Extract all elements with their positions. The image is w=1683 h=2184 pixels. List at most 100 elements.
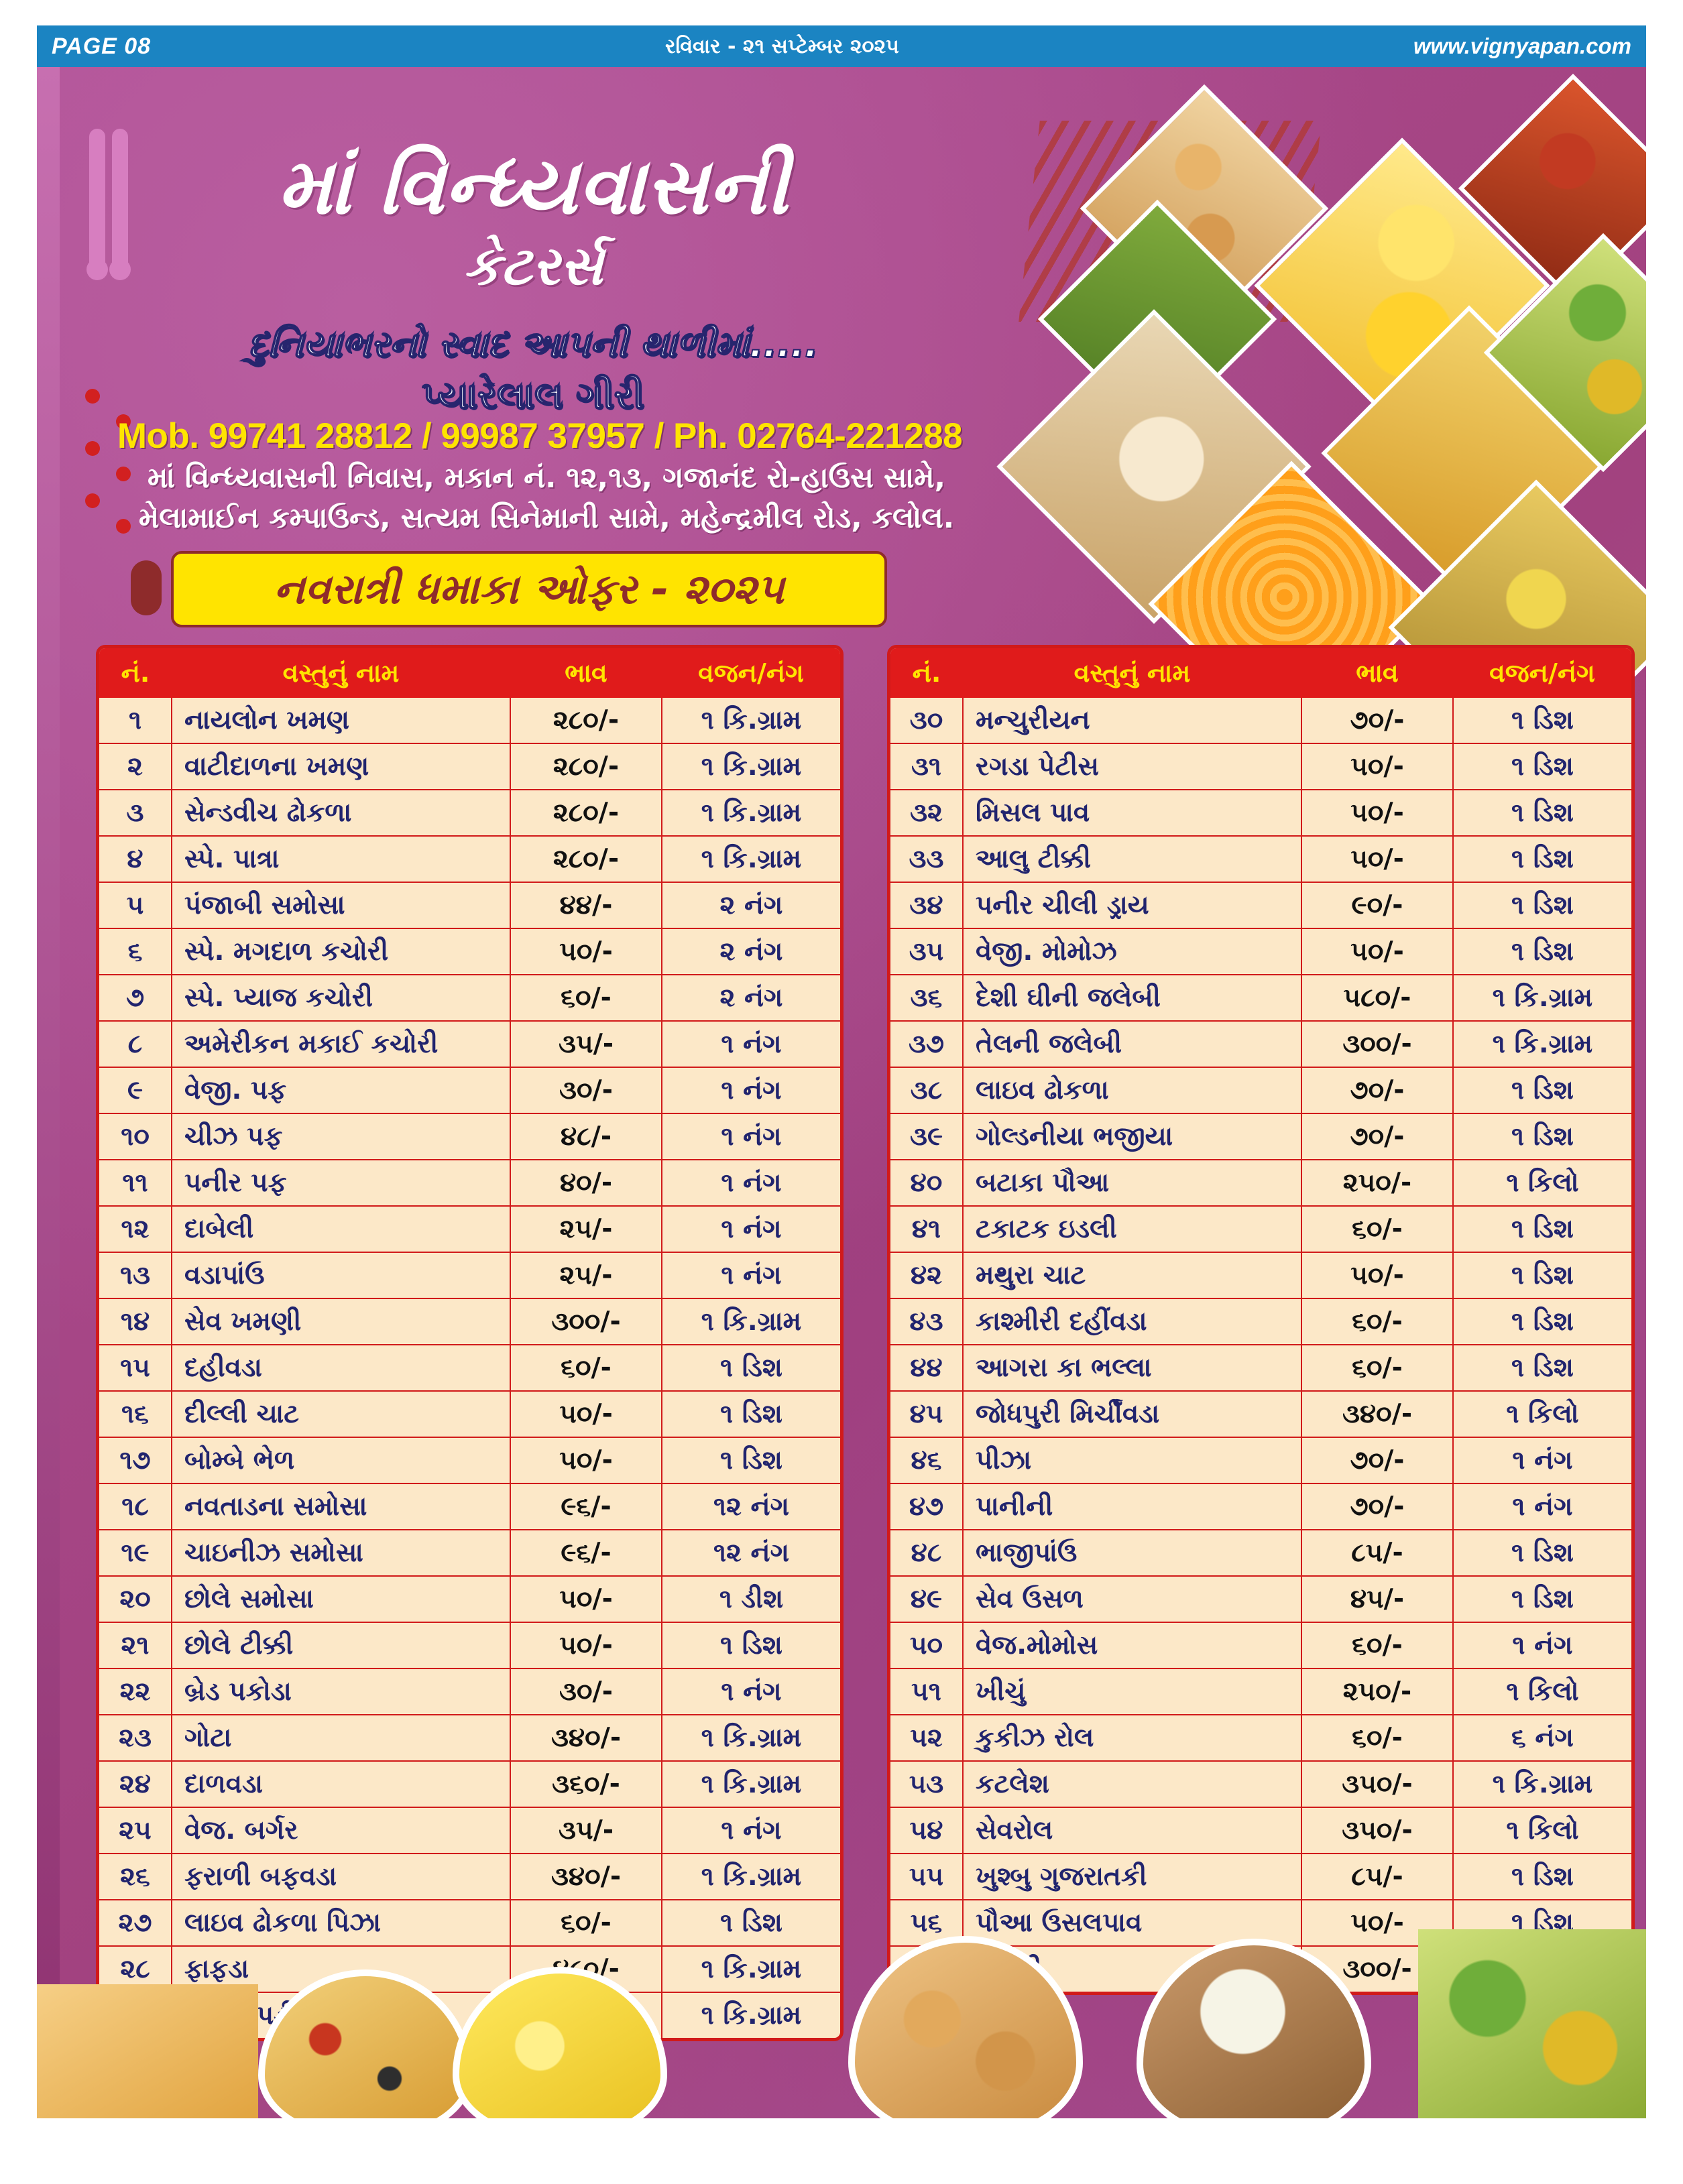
item-unit: ૧ નંગ [662,1159,840,1206]
table-row: ૪૨ મથુરા ચાટ ૫૦/- ૧ ડિશ [890,1252,1631,1298]
item-name: દીલ્લી ચાટ [172,1390,511,1437]
header-price: ભાવ [1301,648,1453,698]
tagline: દુનિયાભરનો સ્વાદ આપની થાળીમાં..... [247,322,819,366]
item-number: ૫૩ [890,1760,964,1807]
item-number: ૩૪ [890,882,964,928]
item-name: બોમ્બે ભેળ [172,1437,511,1483]
item-name: વેજી. મોમોઝ [963,928,1302,975]
table-row: ૨૭ લાઇવ ઢોકળા પિઝા ૬૦/- ૧ ડિશ [99,1899,840,1946]
table-row: ૧ નાયલોન ખમણ ૨૮૦/- ૧ કિ.ગ્રામ [99,698,840,743]
item-number: ૨ [99,743,172,790]
contact-phone-numbers[interactable]: Mob. 99741 28812 / 99987 37957 / Ph. 027… [117,416,963,456]
item-name: કુકીઝ રોલ [963,1714,1302,1761]
item-unit: ૨ નંગ [662,928,840,975]
item-name: છોલે સમોસા [172,1575,511,1622]
table-row: ૫૧ ખીચું ૨૫૦/- ૧ કિલો [890,1668,1631,1715]
item-name: પંજાબી સમોસા [172,882,511,928]
item-unit: ૧ કિ.ગ્રામ [662,1760,840,1807]
item-unit: ૧ ડિશ [1453,743,1631,790]
item-number: ૧૦ [99,1113,172,1160]
item-name: લાઇવ ઢોકળા [963,1067,1302,1113]
item-name: ફરાળી બફવડા [172,1853,511,1900]
table-row: ૪૧ ટકાટક ઇડલી ૬૦/- ૧ ડિશ [890,1205,1631,1252]
item-price: ૩૦૦/- [510,1298,662,1345]
item-unit: ૧ કિ.ગ્રામ [662,1992,840,2038]
item-price: ૨૫/- [510,1205,662,1252]
table-row: ૧૪ સેવ ખમણી ૩૦૦/- ૧ કિ.ગ્રામ [99,1298,840,1345]
item-unit: ૧ કિ.ગ્રામ [662,743,840,790]
item-name: કાશ્મીરી દહીંવડા [963,1298,1302,1345]
item-name: સ્પે. મગદાળ કચોરી [172,928,511,975]
item-number: ૪૨ [890,1252,964,1298]
item-number: ૩૯ [890,1113,964,1160]
item-price: ૫૦/- [1301,743,1454,790]
item-price: ૮૫/- [1301,1529,1454,1576]
item-name: રગડા પેટીસ [963,743,1302,790]
table-row: ૩ સેન્ડવીચ ઢોકળા ૨૮૦/- ૧ કિ.ગ્રામ [99,789,840,836]
item-name: આલુ ટીક્કી [963,835,1302,882]
item-unit: ૨ નંગ [662,882,840,928]
item-price: ૩૫/- [510,1807,662,1854]
table-row: ૩૨ મિસલ પાવ ૫૦/- ૧ ડિશ [890,789,1631,836]
item-price: ૩૪૦/- [1301,1390,1454,1437]
table-header-row: નં. વસ્તુનું નામ ભાવ વજન/નંગ [99,648,840,698]
item-name: ખીચું [963,1668,1302,1715]
item-number: ૪૦ [890,1159,964,1206]
item-price: ૩૪૦/- [510,1714,662,1761]
item-number: ૫૨ [890,1714,964,1761]
item-number: ૨૬ [99,1853,172,1900]
business-name-line2: કેટરર્સ [463,235,603,297]
item-name: વેજી. પફ [172,1067,511,1113]
item-unit: ૧ નંગ [662,1020,840,1067]
item-unit: ૧ ડિશ [1453,1298,1631,1345]
item-number: ૩૫ [890,928,964,975]
item-price: ૫૦/- [510,1575,662,1622]
table-row: ૩૪ પનીર ચીલી ડ્રાય ૯૦/- ૧ ડિશ [890,882,1631,928]
item-number: ૨૫ [99,1807,172,1854]
website-url[interactable]: www.vignyapan.com [1413,34,1631,58]
table-row: ૧૩ વડાપાંઉ ૨૫/- ૧ નંગ [99,1252,840,1298]
item-name: સેવરોલ [963,1807,1302,1854]
table-row: ૩૧ રગડા પેટીસ ૫૦/- ૧ ડિશ [890,743,1631,790]
item-price: ૬૦/- [1301,1205,1454,1252]
table-row: ૫૦ વેજ.મોમોસ ૬૦/- ૧ નંગ [890,1622,1631,1669]
item-name: દહીવડા [172,1344,511,1391]
item-unit: ૧ કિ.ગ્રામ [662,1714,840,1761]
item-price: ૭૦/- [1301,1113,1454,1160]
table-row: ૪૬ પીઝા ૭૦/- ૧ નંગ [890,1437,1631,1483]
item-name: પીઝા [963,1437,1302,1483]
item-name: દેશી ઘીની જલેબી [963,974,1302,1021]
item-name: સ્પે. પાત્રા [172,835,511,882]
table-row: ૨ વાટીદાળના ખમણ ૨૮૦/- ૧ કિ.ગ્રામ [99,743,840,790]
item-number: ૩૧ [890,743,964,790]
item-name: મિસલ પાવ [963,789,1302,836]
item-number: ૫૬ [890,1899,964,1946]
item-name: વડાપાંઉ [172,1252,511,1298]
item-price: ૬૦/- [1301,1298,1454,1345]
bottom-photo-strip [37,1897,1646,2118]
item-number: ૫૫ [890,1853,964,1900]
table-row: ૩૭ તેલની જલેબી ૩૦૦/- ૧ કિ.ગ્રામ [890,1020,1631,1067]
item-name: મથુરા ચાટ [963,1252,1302,1298]
item-number: ૧૬ [99,1390,172,1437]
item-price: ૫૦/- [510,928,662,975]
item-unit: ૧૨ નંગ [662,1483,840,1530]
item-name: પૌઆ ઉસલપાવ [963,1899,1302,1946]
item-number: ૩૨ [890,789,964,836]
table-row: ૧૭ બોમ્બે ભેળ ૫૦/- ૧ ડિશ [99,1437,840,1483]
table-row: ૪૮ ભાજીપાંઉ ૮૫/- ૧ ડિશ [890,1529,1631,1576]
item-unit: ૧ કિલો [1453,1807,1631,1854]
item-number: ૪૩ [890,1298,964,1345]
item-unit: ૧ નંગ [662,1668,840,1715]
food-photo-raita [1137,1939,1371,2118]
table-row: ૪૯ સેવ ઉસળ ૪૫/- ૧ ડિશ [890,1575,1631,1622]
item-price: ૯૦/- [1301,882,1454,928]
table-row: ૭ સ્પે. પ્યાજ કચોરી ૬૦/- ૨ નંગ [99,974,840,1021]
item-unit: ૧ કિલો [1453,1390,1631,1437]
item-unit: ૧ કિ.ગ્રામ [1453,1020,1631,1067]
item-unit: ૧ કિ.ગ્રામ [1453,1760,1631,1807]
item-number: ૨૧ [99,1622,172,1669]
item-number: ૩૦ [890,698,964,743]
header-name: વસ્તુનું નામ [963,648,1301,698]
item-unit: ૧ ડિશ [1453,1252,1631,1298]
